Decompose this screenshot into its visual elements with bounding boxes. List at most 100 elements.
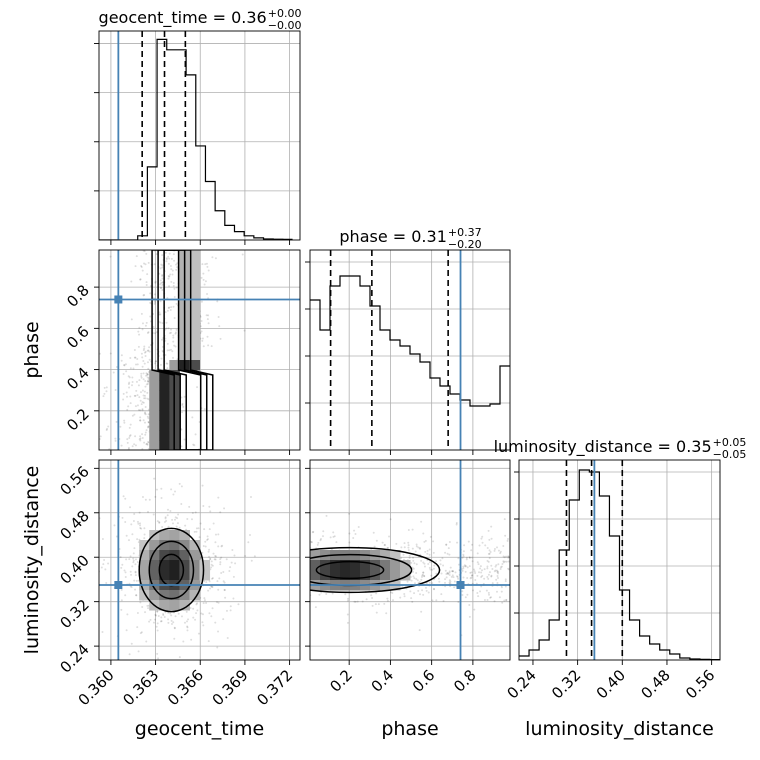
sample-point — [171, 273, 174, 276]
sample-point — [451, 570, 454, 573]
sample-point — [144, 498, 147, 501]
sample-point — [403, 546, 406, 549]
density-cell — [400, 560, 411, 571]
sample-point — [131, 380, 134, 383]
sample-point — [210, 563, 213, 566]
sample-point — [130, 573, 133, 576]
sample-point — [161, 266, 164, 269]
sample-point — [184, 524, 187, 527]
sample-point — [497, 572, 500, 575]
sample-point — [140, 265, 143, 268]
sample-point — [302, 606, 304, 608]
sample-point — [428, 581, 431, 584]
sample-point — [202, 505, 205, 508]
sample-point — [134, 363, 137, 366]
density-cell — [169, 530, 180, 541]
sample-point — [354, 600, 357, 603]
title-luminosity_distance: luminosity_distance = 0.35 +0.05−0.05 — [494, 436, 747, 461]
sample-point — [413, 562, 416, 565]
sample-point — [139, 409, 142, 412]
sample-point — [139, 419, 142, 422]
sample-point — [170, 306, 173, 309]
sample-point — [439, 563, 442, 566]
sample-point — [465, 558, 468, 561]
sample-point — [196, 386, 199, 389]
sample-point — [312, 530, 315, 533]
panel-frame — [98, 249, 301, 451]
sample-point — [127, 375, 130, 378]
sample-point — [478, 571, 481, 574]
sample-point — [304, 549, 306, 551]
sample-point — [167, 306, 170, 309]
sample-point — [114, 389, 117, 392]
sample-point — [466, 577, 469, 580]
sample-point — [140, 266, 143, 269]
title-main: luminosity_distance = 0.35 — [494, 437, 712, 457]
sample-point — [169, 273, 172, 276]
sample-point — [191, 512, 194, 515]
sample-point — [146, 443, 149, 446]
sample-point — [169, 510, 172, 513]
sample-point — [495, 546, 498, 549]
sample-point — [480, 537, 483, 540]
panel-frame — [98, 30, 301, 241]
sample-point — [132, 559, 135, 562]
title-phase: phase = 0.31 +0.37−0.20 — [339, 226, 481, 251]
sample-point — [197, 632, 200, 635]
sample-point — [174, 615, 177, 618]
sample-point — [421, 574, 424, 577]
sample-point — [143, 533, 146, 536]
sample-point — [129, 356, 132, 359]
sample-point — [142, 294, 145, 297]
sample-point — [216, 580, 219, 583]
sample-point — [352, 536, 355, 539]
sample-point — [383, 544, 386, 547]
sample-point — [161, 274, 164, 277]
sample-point — [155, 253, 158, 256]
sample-point — [505, 555, 508, 558]
sample-point — [143, 421, 146, 424]
sample-point — [172, 305, 175, 308]
sample-point — [181, 404, 184, 407]
sample-point — [333, 535, 336, 538]
sample-point — [209, 557, 212, 560]
sample-point — [99, 435, 102, 438]
density-cell — [179, 590, 190, 601]
sample-point — [346, 621, 349, 624]
sample-point — [488, 557, 491, 560]
sample-point — [503, 599, 506, 602]
sample-point — [485, 589, 488, 592]
sample-point — [128, 381, 131, 384]
sample-point — [165, 258, 168, 261]
sample-point — [465, 556, 468, 559]
sample-point — [141, 409, 144, 412]
sample-point — [201, 484, 204, 487]
density-cell — [159, 430, 170, 441]
sample-point — [136, 612, 139, 615]
sample-point — [147, 425, 150, 428]
sample-point — [140, 352, 143, 355]
sample-point — [444, 569, 447, 572]
sample-point — [302, 566, 304, 568]
sample-point — [175, 328, 178, 331]
sample-point — [448, 581, 451, 584]
sample-point — [141, 408, 144, 411]
sample-point — [303, 555, 305, 557]
sample-point — [131, 445, 134, 448]
sample-point — [195, 527, 198, 530]
sample-point — [202, 345, 205, 348]
sample-point — [431, 568, 434, 571]
sample-point — [173, 296, 176, 299]
sample-point — [173, 317, 176, 320]
sample-point — [386, 599, 389, 602]
sample-point — [229, 566, 232, 569]
sample-point — [141, 328, 144, 331]
density-cell — [189, 310, 200, 321]
sample-point — [332, 531, 335, 534]
density-cell — [159, 550, 170, 561]
sample-point — [156, 622, 159, 625]
sample-point — [225, 558, 228, 561]
sample-point — [152, 513, 155, 516]
sample-point — [440, 572, 443, 575]
sample-point — [487, 577, 490, 580]
